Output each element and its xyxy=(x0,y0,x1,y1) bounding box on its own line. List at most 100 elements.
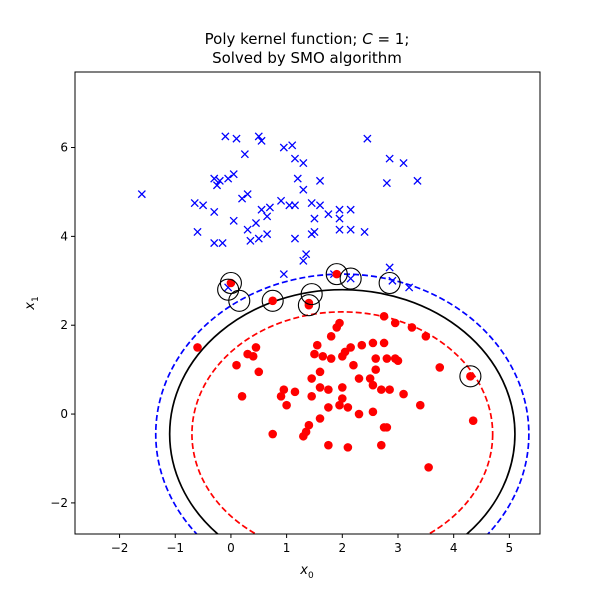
positive-point xyxy=(288,141,297,150)
positive-point xyxy=(229,216,238,225)
negative-point xyxy=(382,423,392,432)
positive-point xyxy=(413,176,422,185)
support-vector-ring xyxy=(228,289,251,312)
negative-point xyxy=(324,385,333,394)
positive-point xyxy=(299,256,308,265)
negative-point xyxy=(343,443,353,452)
negative-point xyxy=(376,440,386,450)
positive-point xyxy=(385,263,394,272)
positive-point xyxy=(276,196,286,205)
positive-point xyxy=(265,203,274,212)
positive-point xyxy=(246,236,255,245)
positive-point xyxy=(382,178,391,188)
positive-point xyxy=(218,238,227,248)
y-axis: −2 0 2 4 6 xyxy=(50,141,75,510)
negative-point xyxy=(332,269,342,279)
support-vector-ring xyxy=(459,365,482,388)
negative-point xyxy=(385,385,394,394)
negative-point xyxy=(371,365,381,374)
y-tick-label: 0 xyxy=(60,407,68,421)
x-tick-label: 4 xyxy=(450,541,458,555)
negative-point xyxy=(424,463,433,472)
negative-point xyxy=(407,323,417,332)
positive-point xyxy=(335,214,344,223)
negative-point xyxy=(307,374,316,383)
point-layer xyxy=(137,132,478,472)
positive-point xyxy=(210,238,219,248)
negative-point xyxy=(343,403,353,412)
positive-point xyxy=(243,190,252,199)
positive-point xyxy=(290,201,300,210)
positive-point xyxy=(290,234,300,243)
positive-point xyxy=(310,214,319,223)
positive-point xyxy=(257,136,266,145)
negative-point xyxy=(315,383,325,392)
negative-point xyxy=(415,400,425,410)
negative-point xyxy=(315,414,325,423)
negative-point xyxy=(326,332,336,341)
positive-point xyxy=(346,274,355,283)
x-tick-label: −2 xyxy=(111,541,129,555)
support-vector-layer xyxy=(217,263,482,388)
positive-point xyxy=(335,225,344,234)
negative-point xyxy=(368,407,378,417)
x-tick-label: 5 xyxy=(506,541,514,555)
negative-point xyxy=(232,360,241,370)
negative-point xyxy=(251,343,261,352)
negative-point xyxy=(435,363,445,372)
negative-point xyxy=(349,360,358,370)
negative-point xyxy=(282,400,291,410)
support-vector-ring xyxy=(217,278,240,301)
boundary-layer xyxy=(154,273,530,534)
positive-point xyxy=(199,201,208,210)
negative-point xyxy=(248,352,258,361)
positive-point xyxy=(257,205,266,214)
positive-point xyxy=(137,190,146,199)
support-vector-ring xyxy=(378,271,401,295)
negative-point xyxy=(393,356,403,366)
negative-point xyxy=(312,340,322,350)
negative-point xyxy=(357,340,367,350)
negative-point xyxy=(324,440,333,450)
positive-point xyxy=(229,170,238,179)
positive-point xyxy=(388,276,397,285)
negative-point xyxy=(468,416,478,426)
positive-point xyxy=(385,154,394,163)
negative-point xyxy=(354,409,364,419)
negative-point xyxy=(390,318,400,328)
positive-point xyxy=(363,134,372,143)
x-tick-label: 3 xyxy=(394,541,402,555)
negative-point xyxy=(338,352,347,361)
negative-point xyxy=(268,429,277,439)
positive-point xyxy=(240,150,249,159)
positive-point xyxy=(210,174,219,183)
negative-point xyxy=(318,352,328,361)
x-tick-label: 0 xyxy=(227,541,235,555)
support-vector-ring xyxy=(297,294,320,317)
negative-point xyxy=(421,332,431,341)
positive-point xyxy=(302,250,311,259)
negative-point xyxy=(382,354,392,363)
negative-point xyxy=(338,383,347,392)
y-tick-label: 6 xyxy=(60,141,68,155)
negative-point xyxy=(193,343,202,352)
decision-boundary-curve xyxy=(168,288,516,534)
y-tick-label: −2 xyxy=(50,496,68,510)
positive-point xyxy=(346,205,355,214)
positive-point xyxy=(238,194,247,203)
positive-point xyxy=(405,283,414,292)
negative-point xyxy=(268,296,277,306)
negative-point xyxy=(299,431,308,441)
negative-margin-curve xyxy=(191,311,494,534)
positive-point xyxy=(279,143,288,152)
negative-point xyxy=(365,374,375,383)
y-axis-label: x1 xyxy=(23,296,41,310)
negative-point xyxy=(335,400,344,410)
negative-point xyxy=(254,367,264,377)
positive-point xyxy=(299,159,308,168)
chart-title-line2: Solved by SMO algorithm xyxy=(212,49,402,67)
positive-point xyxy=(193,227,202,236)
x-tick-label: 1 xyxy=(283,541,291,555)
negative-point xyxy=(376,385,386,394)
